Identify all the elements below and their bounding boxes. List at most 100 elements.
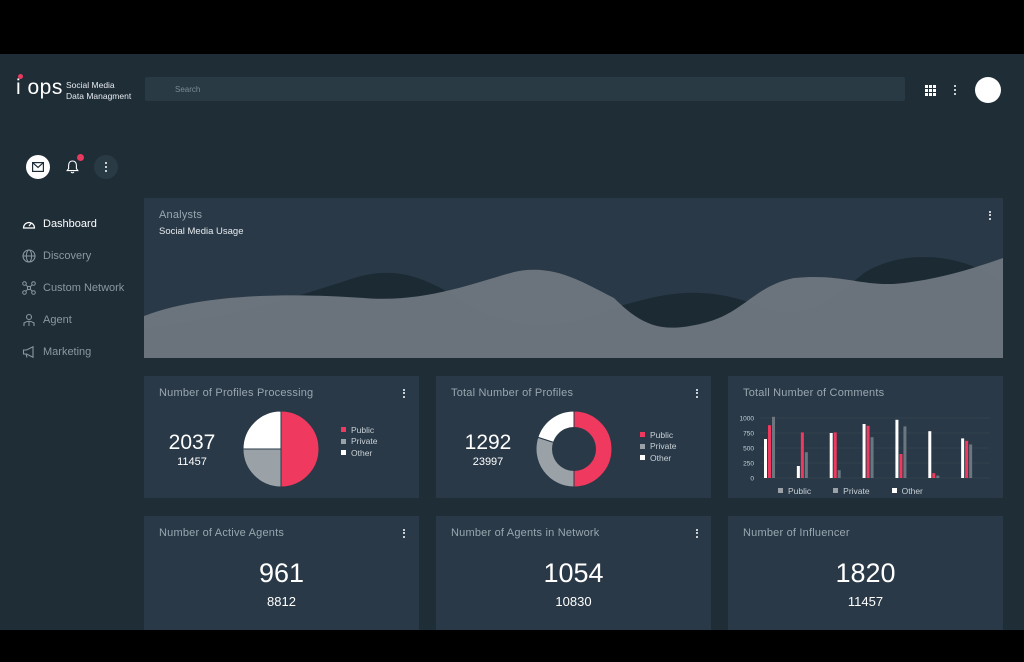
y-tick-label: 500 <box>743 446 754 453</box>
metric-value: 1292 <box>464 431 512 454</box>
bar-other <box>829 433 833 478</box>
metric-value: 1054 <box>543 558 604 588</box>
bar-other <box>862 424 866 478</box>
kebab-icon <box>94 155 118 179</box>
analysts-card: Analysts Social Media Usage <box>144 198 1003 358</box>
more-options-icon[interactable] <box>951 83 959 97</box>
sidebar-item-label: Custom Network <box>43 282 125 294</box>
pie-slice-private <box>242 448 282 488</box>
card-title: Number of Agents in Network <box>451 527 600 539</box>
card-menu-icon[interactable] <box>401 527 407 539</box>
sidebar-item-label: Discovery <box>43 250 92 262</box>
sidebar-item-discovery[interactable]: Discovery <box>22 248 142 264</box>
usage-area-chart <box>144 256 1003 358</box>
card-menu-icon[interactable] <box>694 527 700 539</box>
logo-text: i ops <box>16 76 63 99</box>
legend-public: Public <box>778 485 811 497</box>
bar-other <box>796 466 800 478</box>
pie-legend: Public Private Other <box>341 424 377 459</box>
bar-public <box>866 425 870 478</box>
bar-other <box>895 419 899 478</box>
card-title: Number of Active Agents <box>159 527 285 539</box>
total-comments-card: Totall Number of Comments 0 250 500 750 1000… <box>728 376 1003 498</box>
bar-private <box>772 416 775 478</box>
bar-private <box>903 426 907 478</box>
analysts-menu-icon[interactable] <box>987 209 993 221</box>
agents-in-network-card: Number of Agents in Network 1054 10830 <box>436 516 711 630</box>
legend-private: Private <box>833 485 870 497</box>
active-agents-card: Number of Active Agents 961 8812 <box>144 516 419 630</box>
quick-more-button[interactable] <box>94 155 118 179</box>
bar-public <box>800 432 804 478</box>
metric-sub-value: 10830 <box>555 594 592 609</box>
sidebar: Dashboard Discovery Custom Network <box>22 216 142 376</box>
analysts-title: Analysts <box>159 209 203 221</box>
globe-icon <box>22 249 36 263</box>
pie-slice-other <box>242 410 282 450</box>
legend-other: Other <box>341 447 377 459</box>
y-tick-label: 750 <box>743 431 754 438</box>
analysts-subtitle: Social Media Usage <box>159 226 244 237</box>
mail-button[interactable] <box>26 155 50 179</box>
metric-sub-value: 8812 <box>267 594 296 609</box>
card-title: Total Number of Profiles <box>451 387 574 399</box>
y-tick-label: 1000 <box>740 416 755 423</box>
legend-private: Private <box>640 441 676 453</box>
search-input[interactable] <box>145 77 905 101</box>
comments-bar-chart: 0 250 500 750 1000 <box>740 416 990 483</box>
bar-private <box>936 475 940 478</box>
logo-dot <box>18 74 23 79</box>
speedometer-icon <box>22 221 36 229</box>
bar-public <box>899 454 903 478</box>
sidebar-item-label: Marketing <box>43 346 92 358</box>
legend-other: Other <box>640 452 676 464</box>
sidebar-item-agent[interactable]: Agent <box>22 312 142 328</box>
metric-value: 961 <box>258 558 305 588</box>
total-profiles-card: Total Number of Profiles 1292 23997 Publ… <box>436 376 711 498</box>
pie-slice-public <box>280 410 320 488</box>
card-title: Number of Profiles Processing <box>159 387 314 399</box>
card-menu-icon[interactable] <box>694 387 700 399</box>
card-title: Totall Number of Comments <box>743 387 885 399</box>
top-bar: i ops Social Media Data Managment <box>0 54 1024 124</box>
sidebar-item-dashboard[interactable]: Dashboard <box>22 216 142 232</box>
bar-public <box>768 425 771 478</box>
sidebar-item-marketing[interactable]: Marketing <box>22 344 142 360</box>
bar-public <box>965 440 969 478</box>
network-icon <box>22 281 36 295</box>
bar-other <box>764 439 767 478</box>
bar-public <box>932 473 936 478</box>
bar-legend: Public Private Other <box>778 485 923 497</box>
bar-private <box>804 452 808 478</box>
logo: i ops <box>16 74 63 100</box>
bar-other <box>961 438 965 478</box>
brand-subtitle: Social Media Data Managment <box>66 80 131 102</box>
bar-public <box>833 432 837 478</box>
metric-sub-value: 11457 <box>847 594 884 609</box>
legend-public: Public <box>640 429 676 441</box>
donut-hole <box>552 427 596 471</box>
app-window: i ops Social Media Data Managment <box>0 54 1024 630</box>
sidebar-item-label: Dashboard <box>43 218 97 230</box>
megaphone-icon <box>22 345 34 359</box>
total-profiles-donut <box>535 410 613 488</box>
card-menu-icon[interactable] <box>401 387 407 399</box>
bar-private <box>837 470 841 478</box>
sidebar-item-custom-network[interactable]: Custom Network <box>22 280 142 296</box>
y-tick-label: 250 <box>743 461 754 468</box>
avatar[interactable] <box>975 77 1001 103</box>
metric-sub-value: 11457 <box>177 456 207 468</box>
bar-other <box>928 431 932 478</box>
bell-icon <box>66 160 79 174</box>
metric-value: 2037 <box>168 431 216 454</box>
profiles-processing-card: Number of Profiles Processing 2037 11457… <box>144 376 419 498</box>
usage-area-front <box>144 258 1003 358</box>
profiles-processing-pie <box>242 410 320 488</box>
card-title: Number of Influencer <box>743 527 850 539</box>
apps-grid-icon[interactable] <box>925 85 936 96</box>
pie-legend: Public Private Other <box>640 429 676 464</box>
y-tick-label: 0 <box>750 476 754 483</box>
legend-private: Private <box>341 436 377 448</box>
notifications-button[interactable] <box>60 154 84 179</box>
bar-private <box>969 444 973 478</box>
